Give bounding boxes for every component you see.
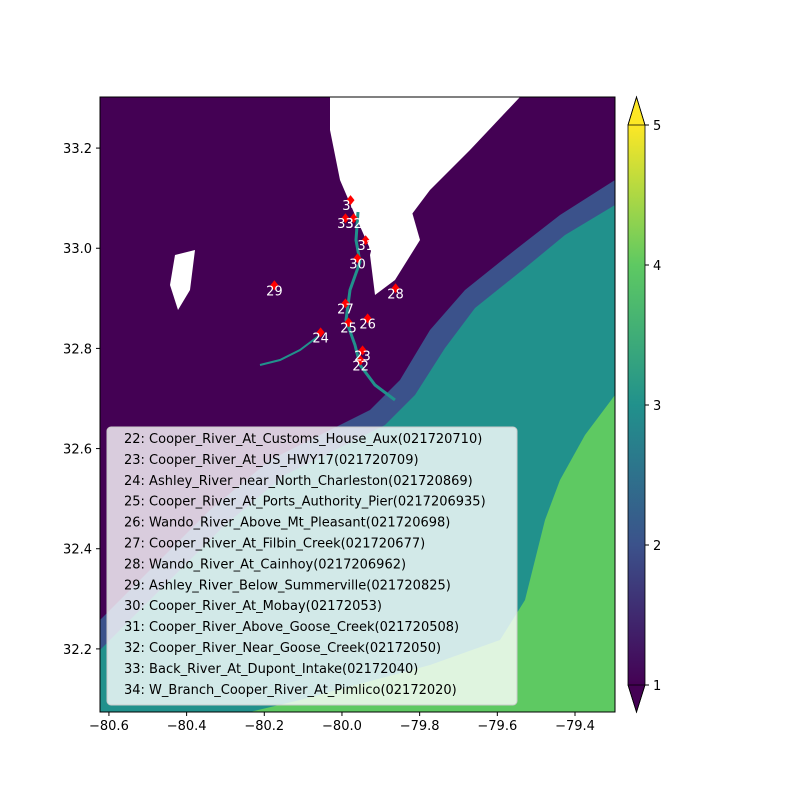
station-label: 24 xyxy=(312,331,329,346)
colorbar-tick-label: 4 xyxy=(653,259,661,274)
station-marker xyxy=(358,345,367,356)
legend-entry: 32: Cooper_River_Near_Goose_Creek(021720… xyxy=(124,641,441,656)
station-label: 26 xyxy=(359,317,376,332)
station-marker xyxy=(391,283,400,294)
legend-entry: 29: Ashley_River_Below_Summerville(02172… xyxy=(124,578,451,593)
legend-entry: 22: Cooper_River_At_Customs_House_Aux(02… xyxy=(124,432,482,447)
x-tick-label: −80.6 xyxy=(89,719,129,734)
station-label: 31 xyxy=(357,239,374,254)
x-tick-label: −79.6 xyxy=(477,719,517,734)
station-marker xyxy=(363,313,372,324)
colorbar-tick-label: 5 xyxy=(653,119,661,134)
station-label: 32 xyxy=(345,217,362,232)
plot-frame xyxy=(99,96,616,713)
station-marker xyxy=(316,327,325,338)
station-marker xyxy=(356,355,365,366)
station-marker xyxy=(361,235,370,246)
x-tick-label: −80.0 xyxy=(322,719,362,734)
y-tick-label: 32.4 xyxy=(63,543,92,558)
legend-entry: 23: Cooper_River_At_US_HWY17(021720709) xyxy=(124,453,419,468)
legend-entry: 25: Cooper_River_At_Ports_Authority_Pier… xyxy=(124,495,486,510)
legend-box xyxy=(106,426,518,706)
station-marker xyxy=(346,195,355,206)
legend-entry: 33: Back_River_At_Dupont_Intake(02172040… xyxy=(124,662,418,677)
legend-entry: 27: Cooper_River_At_Filbin_Creek(0217206… xyxy=(124,537,425,552)
station-label: 27 xyxy=(337,302,354,317)
legend-entry: 34: W_Branch_Cooper_River_At_Pimlico(021… xyxy=(124,683,457,698)
station-label: 30 xyxy=(349,257,366,272)
y-tick-label: 32.6 xyxy=(63,443,92,458)
y-tick-label: 33.0 xyxy=(63,242,92,257)
station-label: 22 xyxy=(352,359,369,374)
colorbar-extend-max xyxy=(627,95,646,126)
y-tick-label: 32.2 xyxy=(63,643,92,658)
x-tick-label: −80.2 xyxy=(244,719,284,734)
colorbar-tick-label: 3 xyxy=(653,399,661,414)
legend-entry: 26: Wando_River_Above_Mt_Pleasant(021720… xyxy=(124,516,450,531)
station-label: 29 xyxy=(266,284,283,299)
legend-entry: 31: Cooper_River_Above_Goose_Creek(02172… xyxy=(124,620,459,635)
colorbar-tick-label: 2 xyxy=(653,539,661,554)
colorbar-tick-label: 1 xyxy=(653,679,661,694)
x-tick-label: −79.8 xyxy=(400,719,440,734)
y-tick-label: 32.8 xyxy=(63,342,92,357)
station-label: 33 xyxy=(337,217,354,232)
station-label: 34 xyxy=(342,199,359,214)
y-tick-label: 33.2 xyxy=(63,142,92,157)
station-label: 25 xyxy=(340,321,357,336)
x-tick-label: −80.4 xyxy=(167,719,207,734)
station-label: 28 xyxy=(387,287,404,302)
station-label: 23 xyxy=(354,349,371,364)
x-tick-label: −79.4 xyxy=(555,719,595,734)
legend: 22: Cooper_River_At_Customs_House_Aux(02… xyxy=(124,432,486,698)
station-marker xyxy=(341,213,350,224)
colorbar-extend-min xyxy=(627,684,646,714)
legend-entry: 28: Wando_River_At_Cainhoy(0217206962) xyxy=(124,557,406,572)
legend-entry: 24: Ashley_River_near_North_Charleston(0… xyxy=(124,474,473,489)
station-marker xyxy=(349,213,358,224)
station-marker xyxy=(353,253,362,264)
station-marker xyxy=(341,298,350,309)
legend-entry: 30: Cooper_River_At_Mobay(02172053) xyxy=(124,599,382,614)
colorbar xyxy=(628,125,645,685)
station-marker xyxy=(270,280,279,291)
station-marker xyxy=(344,317,353,328)
